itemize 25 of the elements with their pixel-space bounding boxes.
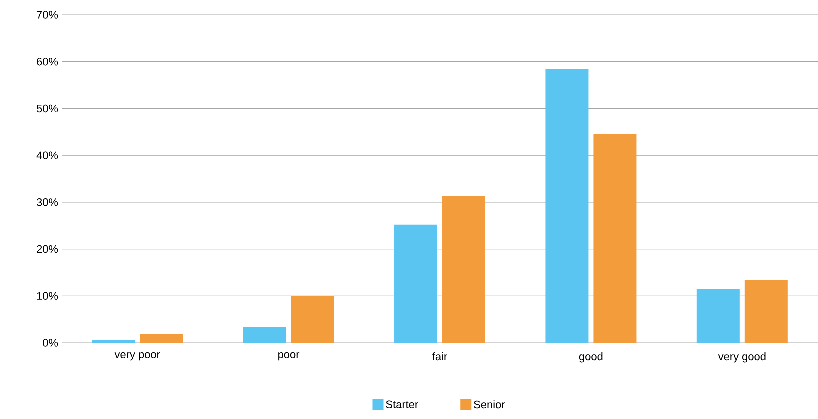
bar [696, 289, 740, 343]
x-tick-label: very good [718, 352, 766, 363]
y-tick-label: 60% [37, 58, 58, 66]
bar [394, 224, 438, 343]
y-tick-label: 70% [37, 11, 58, 19]
y-tick-label: 30% [36, 198, 58, 206]
bar [92, 340, 136, 343]
y-tick-label: 40% [36, 152, 58, 160]
y-tick-label: 20% [37, 245, 58, 254]
x-tick-label: poor [278, 352, 300, 361]
legend-label: Starter [386, 400, 418, 409]
bar [243, 327, 286, 343]
bar [594, 134, 637, 343]
y-tick-label: 10% [37, 292, 58, 300]
bar [291, 296, 334, 343]
bar [546, 69, 589, 343]
legend-label: Senior [474, 400, 506, 409]
bar [744, 280, 788, 343]
bar [442, 196, 486, 343]
y-tick-label: 50% [36, 104, 58, 113]
x-tick-label: good [579, 352, 603, 363]
x-tick-label: fair [432, 352, 448, 361]
x-tick-label: very poor [114, 352, 160, 361]
y-tick-label: 0% [43, 339, 58, 347]
bar [140, 334, 184, 343]
